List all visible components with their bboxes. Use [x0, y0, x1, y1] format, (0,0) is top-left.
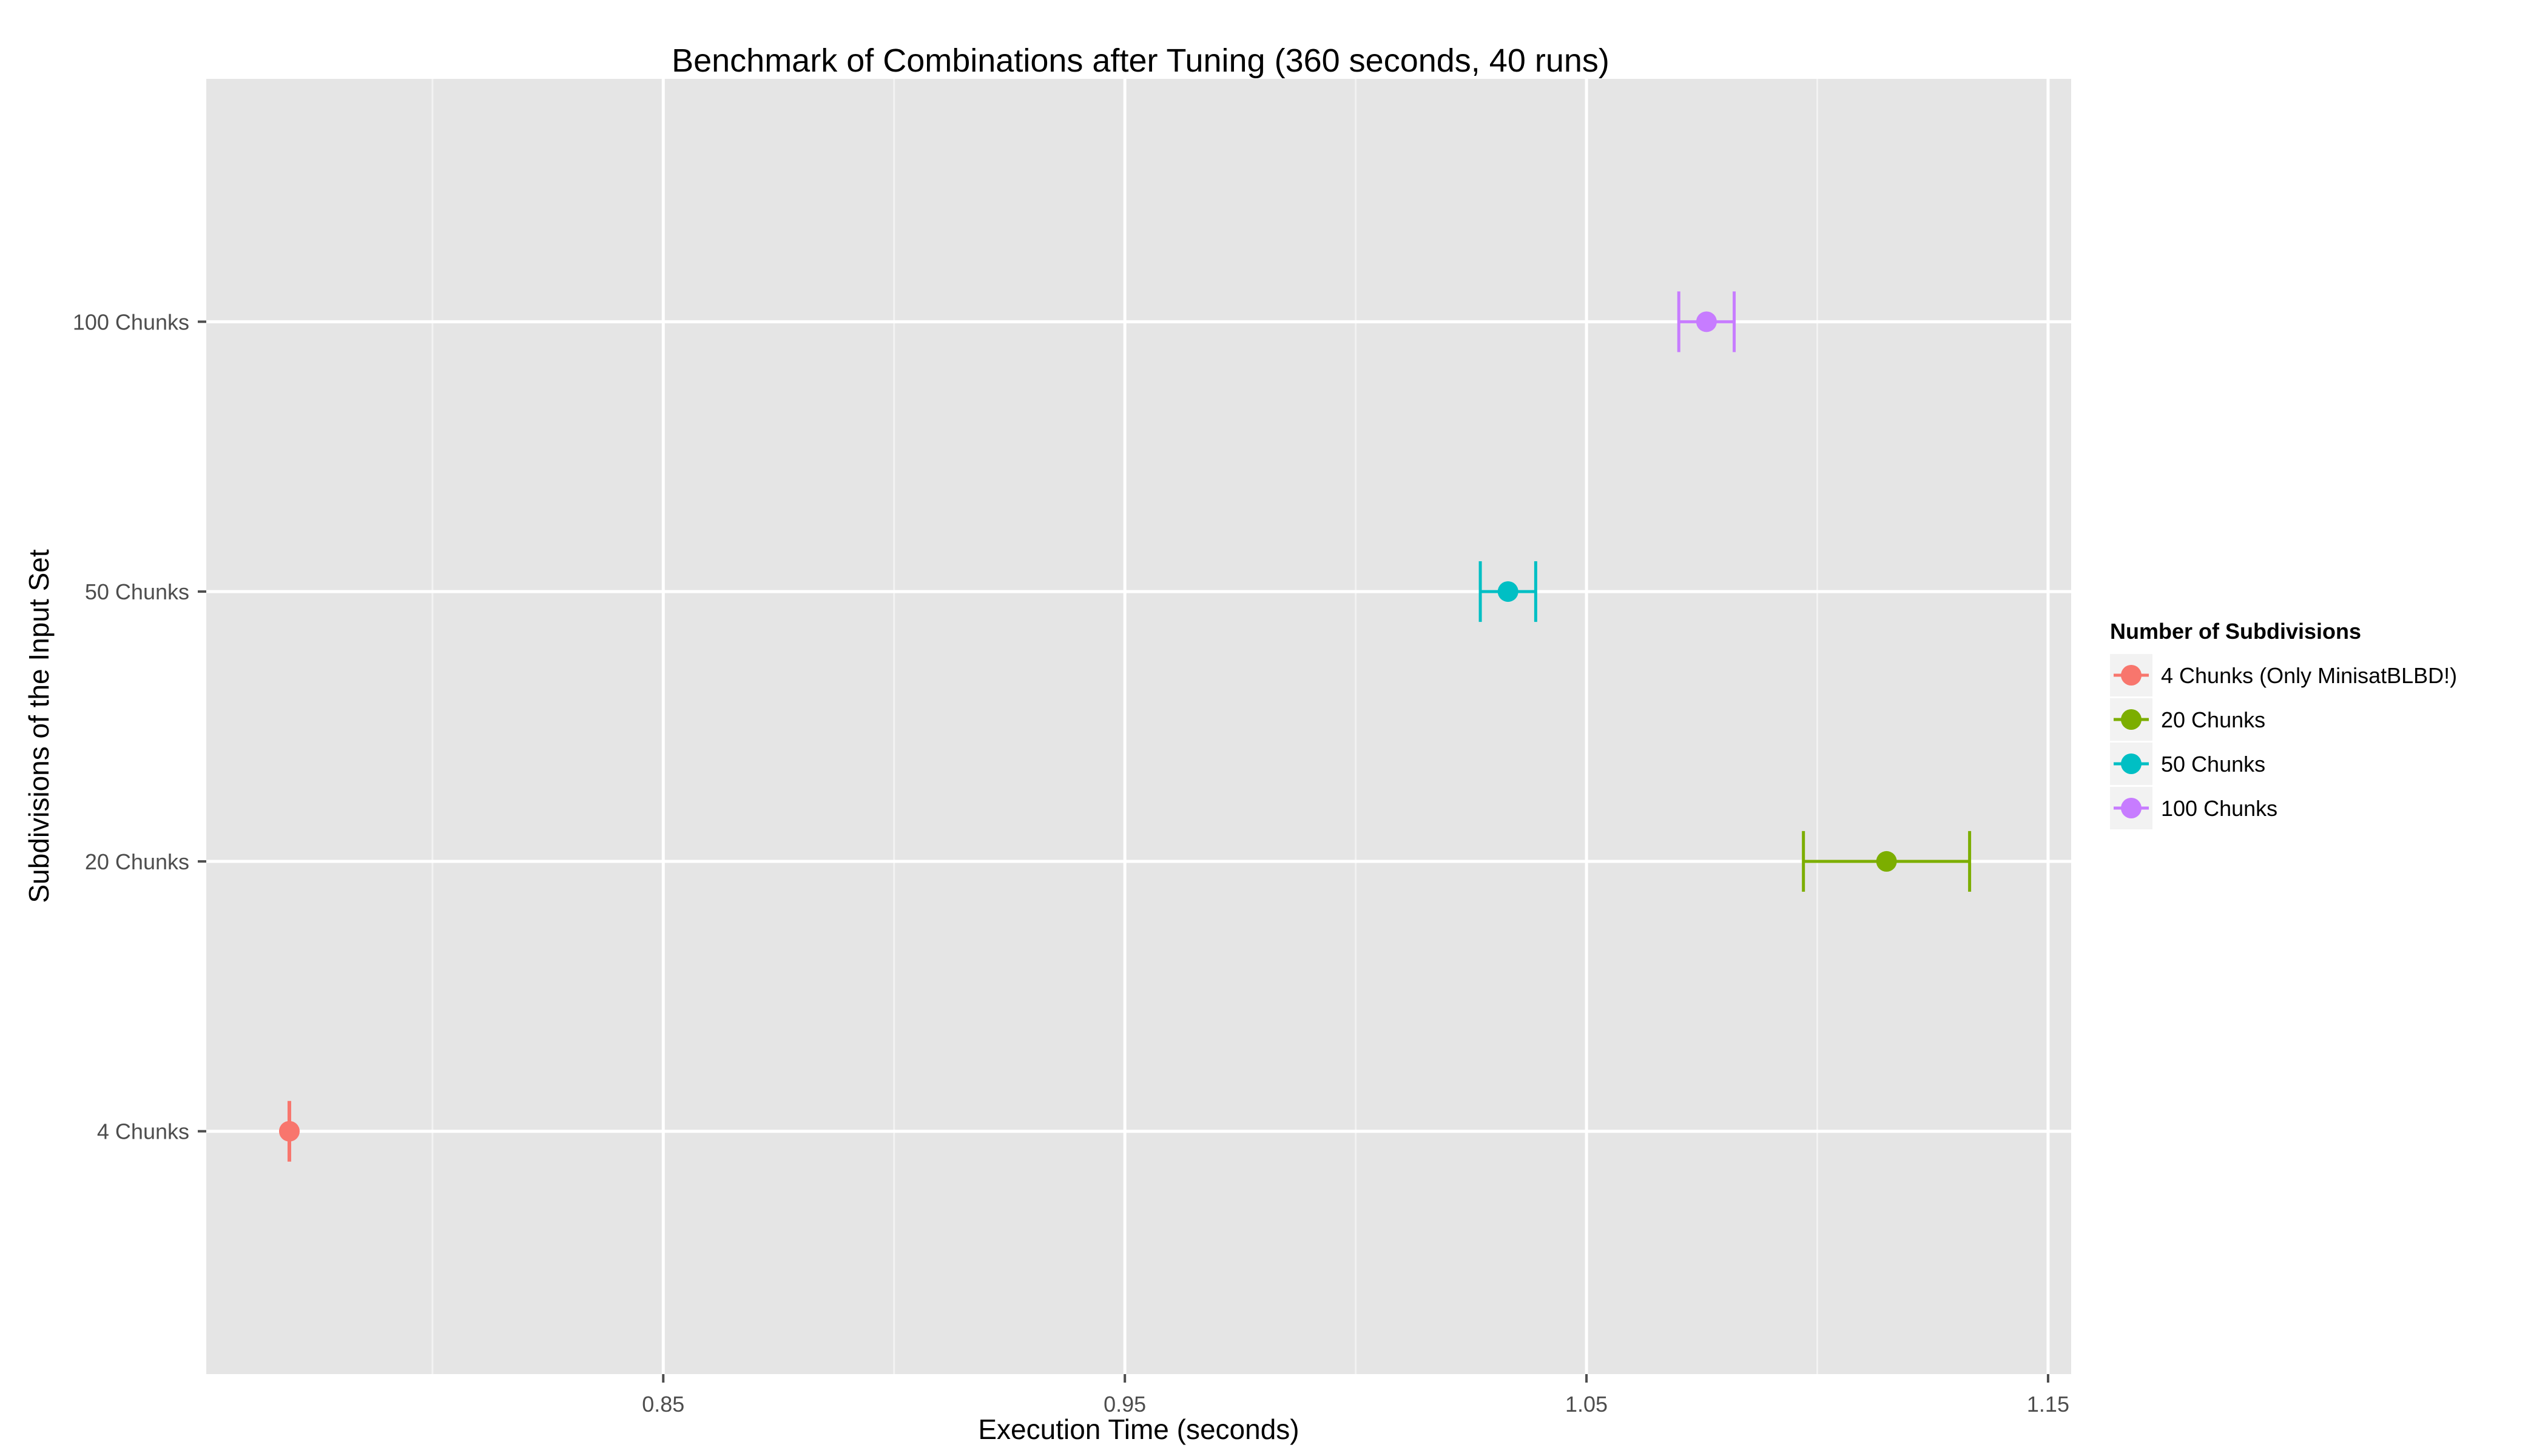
y-axis-title: Subdivisions of the Input Set	[23, 549, 55, 903]
legend-key-point	[2121, 753, 2142, 774]
x-tick-label: 0.85	[642, 1392, 684, 1417]
legend-label: 4 Chunks (Only MinisatBLBD!)	[2161, 663, 2457, 688]
legend-item: 50 Chunks	[2110, 743, 2265, 785]
y-tick-label: 4 Chunks	[97, 1119, 189, 1144]
y-tick-label: 50 Chunks	[85, 579, 189, 604]
legend-label: 100 Chunks	[2161, 796, 2277, 821]
legend-item: 100 Chunks	[2110, 787, 2277, 829]
legend-item: 20 Chunks	[2110, 698, 2265, 741]
series-mark	[278, 1100, 300, 1162]
data-point	[1696, 311, 1717, 332]
major-gridlines	[206, 79, 2071, 1374]
legend-label: 20 Chunks	[2161, 707, 2265, 732]
x-axis-title: Execution Time (seconds)	[978, 1414, 1299, 1445]
x-tick-label: 0.95	[1104, 1392, 1146, 1417]
data-point	[1876, 851, 1897, 872]
y-axis-ticks: 4 Chunks 20 Chunks 50 Chunks 100 Chunks	[73, 309, 206, 1144]
legend-title: Number of Subdivisions	[2110, 619, 2361, 644]
y-tick-label: 20 Chunks	[85, 849, 189, 874]
chart-title: Benchmark of Combinations after Tuning (…	[672, 42, 1609, 79]
legend-key-point	[2121, 798, 2142, 818]
legend: Number of Subdivisions 4 Chunks (Only Mi…	[2110, 619, 2457, 829]
data-point	[1497, 581, 1518, 602]
legend-label: 50 Chunks	[2161, 752, 2265, 777]
y-tick-label: 100 Chunks	[73, 309, 189, 334]
series-mark	[1677, 291, 1736, 352]
plot-background	[206, 79, 2071, 1374]
legend-item: 4 Chunks (Only MinisatBLBD!)	[2110, 654, 2457, 696]
data-marks	[278, 291, 1972, 1162]
minor-gridlines	[431, 79, 1819, 1374]
legend-items: 4 Chunks (Only MinisatBLBD!) 20 Chunks 50 …	[2110, 654, 2457, 829]
data-point	[278, 1121, 300, 1142]
series-mark	[1802, 831, 1972, 892]
legend-key-point	[2121, 665, 2142, 686]
legend-key-point	[2121, 709, 2142, 730]
x-tick-label: 1.15	[2027, 1392, 2069, 1417]
series-mark	[1478, 561, 1537, 622]
x-tick-label: 1.05	[1565, 1392, 1608, 1417]
x-axis-ticks: 0.85 0.95 1.05 1.15	[642, 1374, 2069, 1417]
